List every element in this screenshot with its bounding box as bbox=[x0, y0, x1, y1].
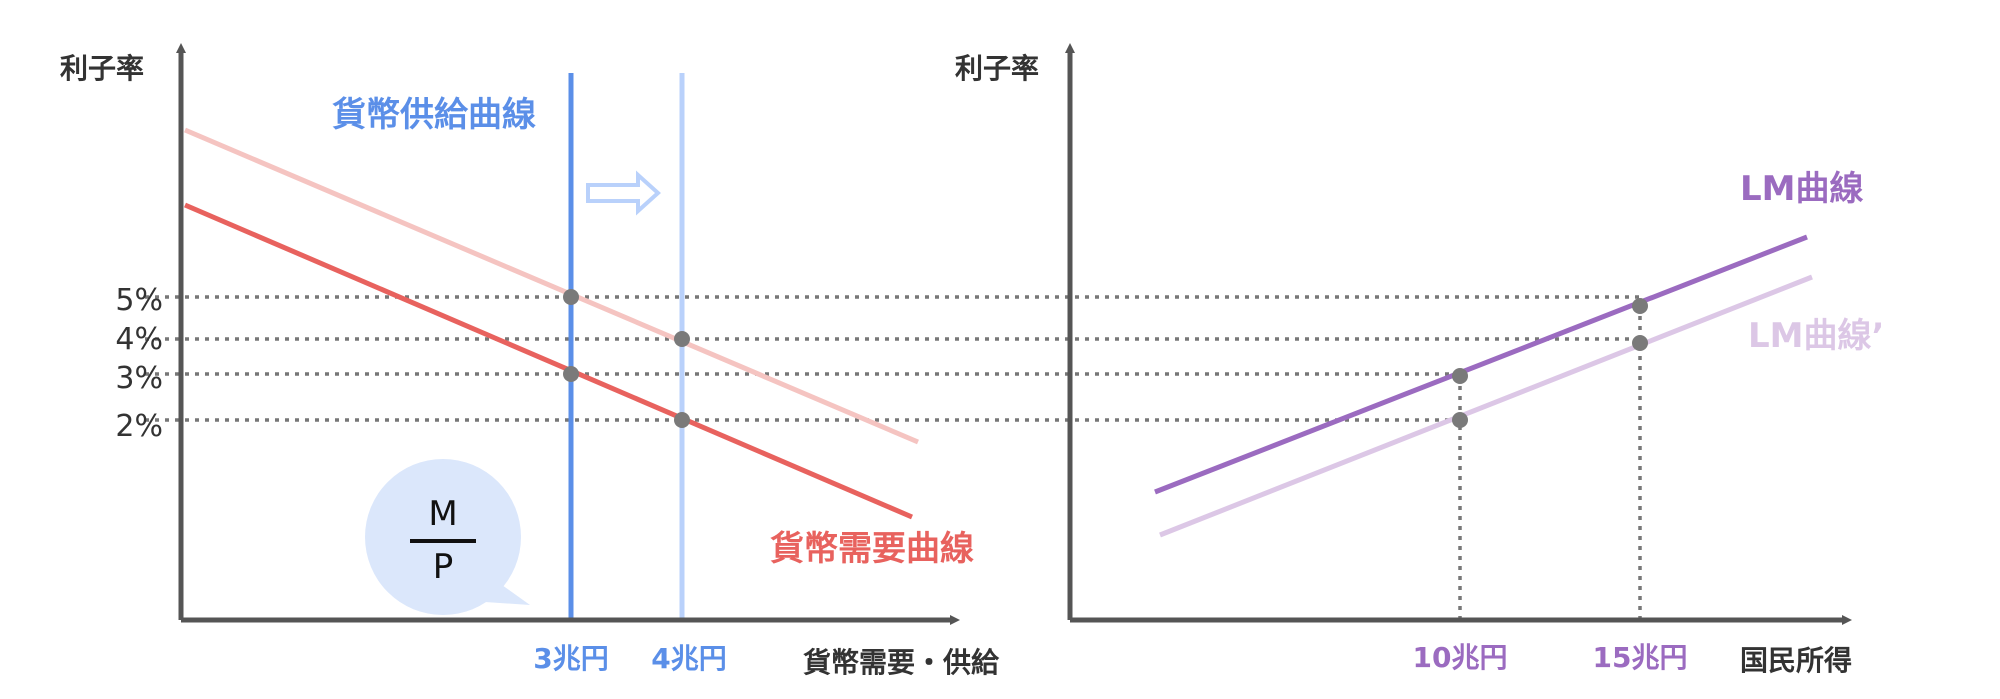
real-money-bubble bbox=[365, 459, 530, 615]
y-tick-4pct: 4% bbox=[115, 322, 163, 357]
y-tick-2pct: 2% bbox=[115, 409, 163, 444]
lm-curve-label: LM曲線 bbox=[1740, 169, 1864, 209]
bubble-denominator: P bbox=[433, 547, 454, 587]
x-tick-3-trillion: 3兆円 bbox=[533, 642, 608, 675]
money-supply-label: 貨幣供給曲線 bbox=[332, 95, 536, 135]
money-demand-curve-shifted bbox=[184, 127, 919, 445]
money-demand-label: 貨幣需要曲線 bbox=[770, 529, 974, 569]
shift-right-arrow-icon bbox=[586, 170, 661, 216]
lm-point bbox=[1452, 412, 1468, 428]
equilibrium-point bbox=[674, 412, 690, 428]
lm-curve-shifted-label: LM曲線’ bbox=[1748, 316, 1884, 356]
lm-point bbox=[1632, 298, 1648, 314]
lm-curve-shifted bbox=[1159, 274, 1813, 538]
right-x-axis-label: 国民所得 bbox=[1740, 644, 1852, 677]
money-demand-curve bbox=[184, 202, 913, 520]
lm-point bbox=[1452, 368, 1468, 384]
left-x-axis-label: 貨幣需要・供給 bbox=[803, 646, 1000, 679]
lm-point bbox=[1632, 335, 1648, 351]
equilibrium-point bbox=[563, 289, 579, 305]
lm-curve bbox=[1154, 234, 1808, 495]
x-tick-4-trillion: 4兆円 bbox=[651, 642, 726, 675]
y-tick-5pct: 5% bbox=[115, 283, 163, 318]
x-tick-15-trillion: 15兆円 bbox=[1593, 641, 1688, 674]
bubble-numerator: M bbox=[428, 494, 457, 534]
x-tick-10-trillion: 10兆円 bbox=[1413, 641, 1508, 674]
y-tick-3pct: 3% bbox=[115, 361, 163, 396]
left-y-axis-label: 利子率 bbox=[60, 52, 144, 85]
equilibrium-point bbox=[563, 366, 579, 382]
right-y-axis-label: 利子率 bbox=[955, 52, 1039, 85]
equilibrium-point bbox=[674, 331, 690, 347]
